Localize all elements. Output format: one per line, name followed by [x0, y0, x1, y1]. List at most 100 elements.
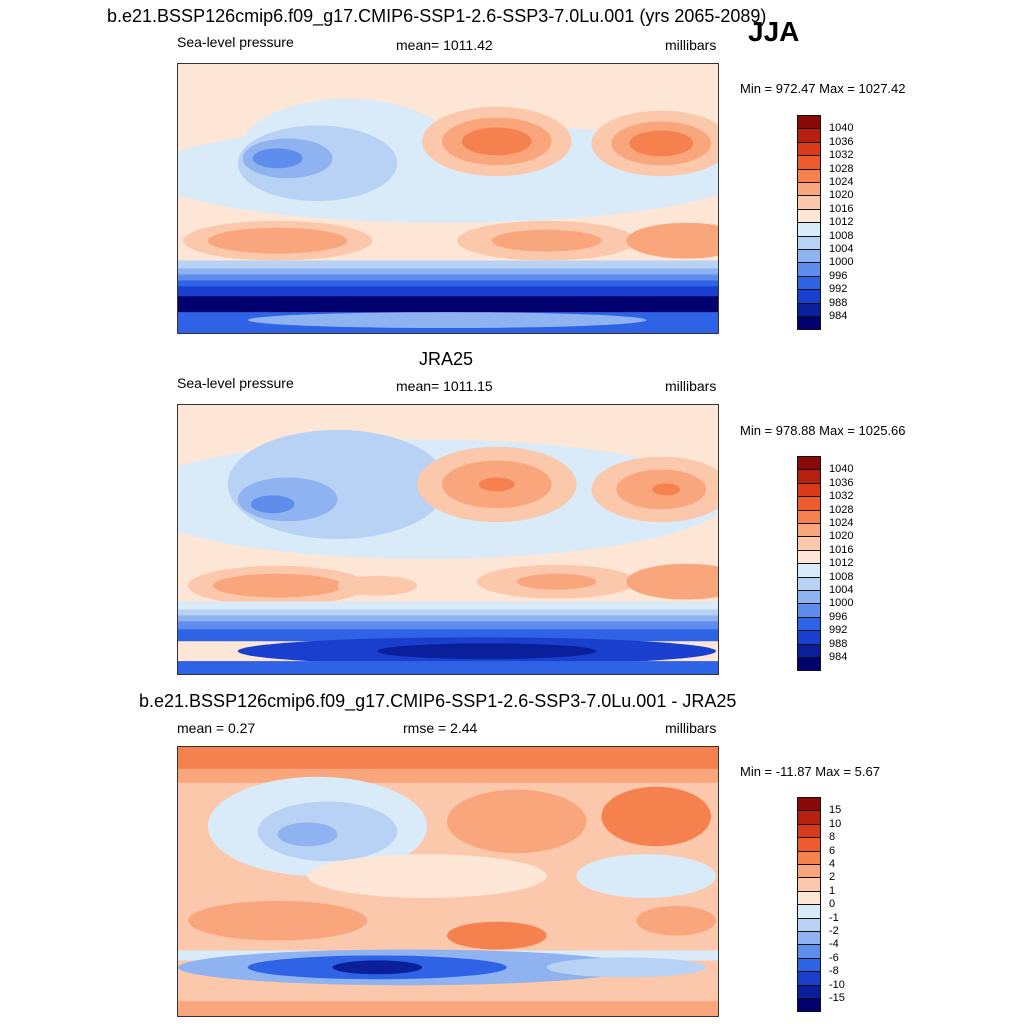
colorbar-swatch	[797, 128, 821, 143]
colorbar-swatch	[797, 657, 821, 672]
colorbar-swatch	[797, 222, 821, 237]
colorbar-swatch	[797, 195, 821, 210]
colorbar-swatch	[797, 275, 821, 291]
panel3-map	[177, 746, 719, 1017]
season-label: JJA	[748, 16, 800, 47]
colorbar-tick-label: 10	[829, 817, 842, 830]
panel2-units-label: millibars	[665, 378, 717, 394]
colorbar-tick-label: 988	[829, 296, 848, 309]
colorbar-swatch	[797, 208, 821, 224]
colorbar-swatch	[797, 931, 821, 946]
colorbar-swatch	[797, 643, 821, 658]
colorbar-swatch	[797, 576, 821, 591]
colorbar-swatch	[797, 536, 821, 551]
panel3-units-label: millibars	[665, 720, 717, 736]
panel2-variable-label: Sea-level pressure	[177, 375, 294, 391]
colorbar-swatch	[797, 998, 821, 1013]
colorbar-tick-label: -10	[829, 978, 845, 991]
colorbar-tick-label: -2	[829, 925, 839, 937]
panel1-units-label: millibars	[665, 37, 717, 53]
panel1-map	[177, 63, 719, 334]
colorbar-tick-label: 1000	[829, 256, 854, 269]
colorbar-swatch	[797, 616, 821, 632]
colorbar-tick-label: 1032	[829, 149, 854, 162]
colorbar-swatch	[797, 797, 821, 812]
colorbar-tick-label: 1028	[829, 503, 854, 516]
panel3-contour-plot	[178, 747, 718, 1016]
colorbar-tick-label: 996	[829, 269, 848, 282]
panel3-minmax-label: Min = -11.87 Max = 5.67	[740, 764, 880, 779]
colorbar-swatch	[797, 864, 821, 879]
colorbar-tick-label: 992	[829, 624, 848, 637]
colorbar-tick-label: 1012	[829, 557, 854, 570]
colorbar-tick-label: 1028	[829, 162, 854, 175]
colorbar-swatch	[797, 590, 821, 605]
colorbar-tick-label: 992	[829, 283, 848, 296]
colorbar-swatch	[797, 810, 821, 825]
colorbar-swatch	[797, 984, 821, 999]
colorbar-swatch	[797, 877, 821, 892]
colorbar-tick-label: 15	[829, 804, 842, 817]
colorbar-swatch	[797, 115, 821, 130]
colorbar-tick-label: 2	[829, 871, 836, 884]
colorbar-tick-label: 1004	[829, 584, 854, 596]
panel2-map	[177, 404, 719, 675]
colorbar-tick-label: 984	[829, 651, 848, 663]
colorbar-tick-label: 1	[829, 884, 836, 897]
colorbar-swatch	[797, 850, 821, 865]
panel1-contour-plot	[178, 64, 718, 333]
colorbar-tick-label: 1016	[829, 543, 854, 556]
colorbar-tick-label: 1020	[829, 189, 854, 202]
colorbar-swatch	[797, 957, 821, 973]
colorbar-tick-label: 4	[829, 858, 836, 870]
panel1-variable-label: Sea-level pressure	[177, 34, 294, 50]
colorbar-swatch	[797, 235, 821, 250]
colorbar-swatch	[797, 917, 821, 932]
colorbar-swatch	[797, 890, 821, 906]
colorbar-tick-label: 996	[829, 610, 848, 623]
colorbar-tick-label: 1024	[829, 517, 854, 529]
colorbar-swatch	[797, 904, 821, 919]
colorbar-swatch	[797, 168, 821, 183]
colorbar-swatch	[797, 971, 821, 986]
panel3-rmse-label: rmse = 2.44	[403, 720, 478, 736]
colorbar-tick-label: 1032	[829, 490, 854, 503]
panel3-mean-label: mean = 0.27	[177, 720, 256, 736]
colorbar-swatch	[797, 496, 821, 511]
colorbar-tick-label: -1	[829, 911, 839, 924]
panel1-minmax-label: Min = 972.47 Max = 1027.42	[740, 81, 906, 96]
colorbar-tick-label: 8	[829, 831, 836, 844]
colorbar-tick-label: -6	[829, 951, 839, 964]
colorbar-swatch	[797, 509, 821, 524]
colorbar-swatch	[797, 630, 821, 645]
colorbar-tick-label: 0	[829, 898, 836, 911]
panel1-title: b.e21.BSSP126cmip6.f09_g17.CMIP6-SSP1-2.…	[107, 6, 767, 26]
colorbar-tick-label: 1036	[829, 135, 854, 148]
colorbar-swatch	[797, 603, 821, 618]
colorbar-swatch	[797, 262, 821, 277]
panel2-mean-label: mean= 1011.15	[396, 378, 493, 394]
colorbar-tick-label: -4	[829, 938, 839, 951]
colorbar-tick-label: 1004	[829, 243, 854, 255]
colorbar-tick-label: 1020	[829, 530, 854, 543]
colorbar-tick-label: 1024	[829, 176, 854, 188]
panel1-mean-label: mean= 1011.42	[396, 37, 493, 53]
colorbar-tick-label: 1040	[829, 122, 854, 135]
colorbar-tick-label: 1008	[829, 570, 854, 583]
panel3-title: b.e21.BSSP126cmip6.f09_g17.CMIP6-SSP1-2.…	[139, 691, 737, 711]
panel2-title: JRA25	[419, 349, 474, 369]
colorbar-swatch	[797, 182, 821, 197]
colorbar-swatch	[797, 837, 821, 852]
colorbar-tick-label: 6	[829, 844, 836, 857]
colorbar-tick-label: -15	[829, 992, 845, 1004]
colorbar-swatch	[797, 316, 821, 331]
colorbar-tick-label: 1036	[829, 476, 854, 489]
colorbar-swatch	[797, 249, 821, 264]
colorbar-tick-label: 988	[829, 637, 848, 650]
colorbar-swatch	[797, 289, 821, 304]
colorbar-tick-label: 1012	[829, 216, 854, 229]
colorbar-swatch	[797, 523, 821, 538]
colorbar-swatch	[797, 456, 821, 471]
panel2-contour-plot	[178, 405, 718, 674]
colorbar-swatch	[797, 482, 821, 498]
